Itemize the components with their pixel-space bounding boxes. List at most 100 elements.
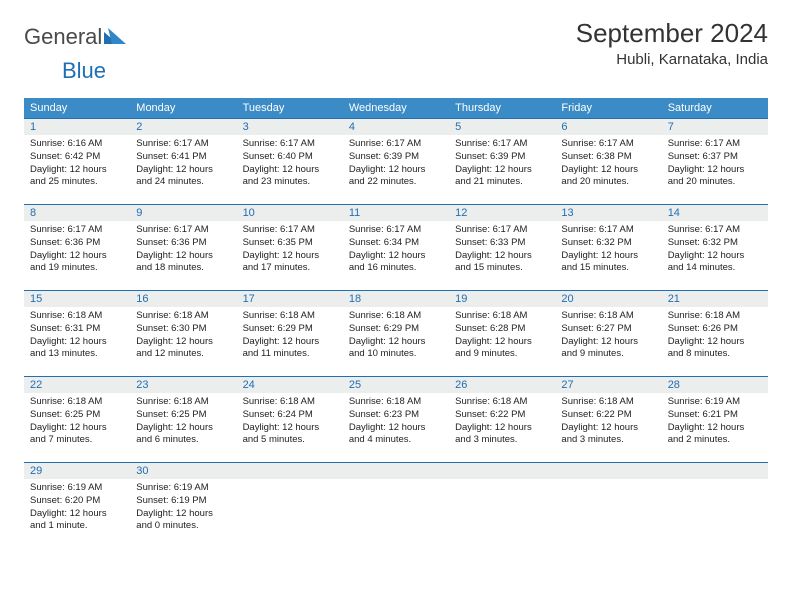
calendar-body: 1Sunrise: 6:16 AMSunset: 6:42 PMDaylight… bbox=[24, 118, 768, 548]
daylight-text: Daylight: 12 hours and 14 minutes. bbox=[668, 250, 762, 276]
daylight-text: Daylight: 12 hours and 7 minutes. bbox=[30, 422, 124, 448]
sunrise-text: Sunrise: 6:18 AM bbox=[30, 396, 124, 409]
day-body: Sunrise: 6:17 AMSunset: 6:40 PMDaylight:… bbox=[237, 135, 343, 193]
daylight-text: Daylight: 12 hours and 1 minute. bbox=[30, 508, 124, 534]
sunrise-text: Sunrise: 6:17 AM bbox=[668, 138, 762, 151]
day-body: Sunrise: 6:18 AMSunset: 6:22 PMDaylight:… bbox=[555, 393, 661, 451]
sunrise-text: Sunrise: 6:18 AM bbox=[561, 396, 655, 409]
day-body: Sunrise: 6:18 AMSunset: 6:25 PMDaylight:… bbox=[130, 393, 236, 451]
day-number: 27 bbox=[555, 376, 661, 393]
day-body: Sunrise: 6:18 AMSunset: 6:29 PMDaylight:… bbox=[343, 307, 449, 365]
day-body: Sunrise: 6:17 AMSunset: 6:34 PMDaylight:… bbox=[343, 221, 449, 279]
day-body bbox=[662, 479, 768, 539]
day-body: Sunrise: 6:17 AMSunset: 6:35 PMDaylight:… bbox=[237, 221, 343, 279]
day-body: Sunrise: 6:17 AMSunset: 6:38 PMDaylight:… bbox=[555, 135, 661, 193]
sunrise-text: Sunrise: 6:19 AM bbox=[136, 482, 230, 495]
sunset-text: Sunset: 6:29 PM bbox=[243, 323, 337, 336]
day-body: Sunrise: 6:17 AMSunset: 6:41 PMDaylight:… bbox=[130, 135, 236, 193]
sunset-text: Sunset: 6:33 PM bbox=[455, 237, 549, 250]
day-body: Sunrise: 6:17 AMSunset: 6:37 PMDaylight:… bbox=[662, 135, 768, 193]
calendar-cell: 1Sunrise: 6:16 AMSunset: 6:42 PMDaylight… bbox=[24, 118, 130, 204]
sunrise-text: Sunrise: 6:17 AM bbox=[455, 138, 549, 151]
calendar-cell: 9Sunrise: 6:17 AMSunset: 6:36 PMDaylight… bbox=[130, 204, 236, 290]
daylight-text: Daylight: 12 hours and 20 minutes. bbox=[561, 164, 655, 190]
sunrise-text: Sunrise: 6:18 AM bbox=[668, 310, 762, 323]
logo-text-blue: Blue bbox=[62, 58, 106, 83]
calendar-cell: 3Sunrise: 6:17 AMSunset: 6:40 PMDaylight… bbox=[237, 118, 343, 204]
sunrise-text: Sunrise: 6:17 AM bbox=[668, 224, 762, 237]
day-number: 12 bbox=[449, 204, 555, 221]
daylight-text: Daylight: 12 hours and 21 minutes. bbox=[455, 164, 549, 190]
calendar-cell: 23Sunrise: 6:18 AMSunset: 6:25 PMDayligh… bbox=[130, 376, 236, 462]
calendar-cell: 29Sunrise: 6:19 AMSunset: 6:20 PMDayligh… bbox=[24, 462, 130, 548]
sunset-text: Sunset: 6:39 PM bbox=[455, 151, 549, 164]
day-body: Sunrise: 6:17 AMSunset: 6:36 PMDaylight:… bbox=[130, 221, 236, 279]
weekday-header: Monday bbox=[130, 98, 236, 118]
weekday-header: Saturday bbox=[662, 98, 768, 118]
day-number: 23 bbox=[130, 376, 236, 393]
sunrise-text: Sunrise: 6:18 AM bbox=[243, 310, 337, 323]
daylight-text: Daylight: 12 hours and 8 minutes. bbox=[668, 336, 762, 362]
sunset-text: Sunset: 6:39 PM bbox=[349, 151, 443, 164]
calendar-cell-empty bbox=[237, 462, 343, 548]
sunrise-text: Sunrise: 6:17 AM bbox=[136, 138, 230, 151]
day-number: 29 bbox=[24, 462, 130, 479]
day-body: Sunrise: 6:18 AMSunset: 6:23 PMDaylight:… bbox=[343, 393, 449, 451]
daylight-text: Daylight: 12 hours and 3 minutes. bbox=[561, 422, 655, 448]
daylight-text: Daylight: 12 hours and 6 minutes. bbox=[136, 422, 230, 448]
calendar-week-row: 8Sunrise: 6:17 AMSunset: 6:36 PMDaylight… bbox=[24, 204, 768, 290]
calendar-table: SundayMondayTuesdayWednesdayThursdayFrid… bbox=[24, 98, 768, 548]
day-number: 17 bbox=[237, 290, 343, 307]
weekday-header: Tuesday bbox=[237, 98, 343, 118]
calendar-cell: 8Sunrise: 6:17 AMSunset: 6:36 PMDaylight… bbox=[24, 204, 130, 290]
sunset-text: Sunset: 6:25 PM bbox=[30, 409, 124, 422]
calendar-cell: 20Sunrise: 6:18 AMSunset: 6:27 PMDayligh… bbox=[555, 290, 661, 376]
calendar-cell-empty bbox=[343, 462, 449, 548]
daylight-text: Daylight: 12 hours and 20 minutes. bbox=[668, 164, 762, 190]
day-body: Sunrise: 6:17 AMSunset: 6:36 PMDaylight:… bbox=[24, 221, 130, 279]
calendar-cell: 21Sunrise: 6:18 AMSunset: 6:26 PMDayligh… bbox=[662, 290, 768, 376]
day-number bbox=[237, 462, 343, 479]
daylight-text: Daylight: 12 hours and 13 minutes. bbox=[30, 336, 124, 362]
sunset-text: Sunset: 6:27 PM bbox=[561, 323, 655, 336]
calendar-cell: 4Sunrise: 6:17 AMSunset: 6:39 PMDaylight… bbox=[343, 118, 449, 204]
day-body: Sunrise: 6:18 AMSunset: 6:24 PMDaylight:… bbox=[237, 393, 343, 451]
day-body: Sunrise: 6:17 AMSunset: 6:39 PMDaylight:… bbox=[343, 135, 449, 193]
calendar-week-row: 22Sunrise: 6:18 AMSunset: 6:25 PMDayligh… bbox=[24, 376, 768, 462]
daylight-text: Daylight: 12 hours and 19 minutes. bbox=[30, 250, 124, 276]
day-body: Sunrise: 6:18 AMSunset: 6:31 PMDaylight:… bbox=[24, 307, 130, 365]
calendar-cell: 12Sunrise: 6:17 AMSunset: 6:33 PMDayligh… bbox=[449, 204, 555, 290]
day-body: Sunrise: 6:19 AMSunset: 6:20 PMDaylight:… bbox=[24, 479, 130, 537]
daylight-text: Daylight: 12 hours and 23 minutes. bbox=[243, 164, 337, 190]
sunset-text: Sunset: 6:19 PM bbox=[136, 495, 230, 508]
sunset-text: Sunset: 6:41 PM bbox=[136, 151, 230, 164]
weekday-header: Friday bbox=[555, 98, 661, 118]
day-number: 18 bbox=[343, 290, 449, 307]
day-body: Sunrise: 6:16 AMSunset: 6:42 PMDaylight:… bbox=[24, 135, 130, 193]
day-body: Sunrise: 6:17 AMSunset: 6:32 PMDaylight:… bbox=[555, 221, 661, 279]
calendar-cell: 17Sunrise: 6:18 AMSunset: 6:29 PMDayligh… bbox=[237, 290, 343, 376]
day-number: 9 bbox=[130, 204, 236, 221]
day-body bbox=[449, 479, 555, 539]
day-body bbox=[343, 479, 449, 539]
sunrise-text: Sunrise: 6:18 AM bbox=[136, 310, 230, 323]
day-number: 3 bbox=[237, 118, 343, 135]
daylight-text: Daylight: 12 hours and 0 minutes. bbox=[136, 508, 230, 534]
sunset-text: Sunset: 6:24 PM bbox=[243, 409, 337, 422]
calendar-cell: 14Sunrise: 6:17 AMSunset: 6:32 PMDayligh… bbox=[662, 204, 768, 290]
calendar-cell: 2Sunrise: 6:17 AMSunset: 6:41 PMDaylight… bbox=[130, 118, 236, 204]
day-number: 19 bbox=[449, 290, 555, 307]
sunset-text: Sunset: 6:21 PM bbox=[668, 409, 762, 422]
day-body: Sunrise: 6:17 AMSunset: 6:33 PMDaylight:… bbox=[449, 221, 555, 279]
day-number: 13 bbox=[555, 204, 661, 221]
calendar-cell: 11Sunrise: 6:17 AMSunset: 6:34 PMDayligh… bbox=[343, 204, 449, 290]
day-number: 22 bbox=[24, 376, 130, 393]
month-title: September 2024 bbox=[576, 18, 768, 49]
weekday-header: Wednesday bbox=[343, 98, 449, 118]
sunrise-text: Sunrise: 6:18 AM bbox=[243, 396, 337, 409]
sunset-text: Sunset: 6:22 PM bbox=[561, 409, 655, 422]
day-number bbox=[555, 462, 661, 479]
weekday-header-row: SundayMondayTuesdayWednesdayThursdayFrid… bbox=[24, 98, 768, 118]
daylight-text: Daylight: 12 hours and 12 minutes. bbox=[136, 336, 230, 362]
daylight-text: Daylight: 12 hours and 24 minutes. bbox=[136, 164, 230, 190]
